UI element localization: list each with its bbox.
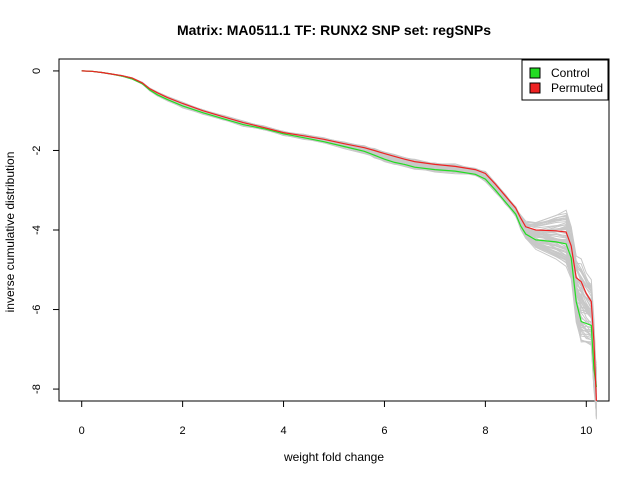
permutation-line (81, 70, 597, 416)
y-axis: 0 -2 -4 -6 -8 (31, 68, 60, 394)
legend-swatch-control (529, 67, 541, 79)
permutation-line (81, 70, 597, 390)
y-axis-label: inverse cumulative distribution (3, 152, 17, 313)
x-tick-label: 2 (180, 425, 186, 437)
permutation-line (81, 70, 597, 414)
x-tick-label: 0 (79, 425, 85, 437)
permutation-line (81, 70, 597, 399)
legend-swatch-permuted (529, 82, 541, 94)
permutation-line (81, 70, 597, 409)
series-lines (81, 70, 597, 402)
series-line-permuted (81, 70, 597, 402)
permutation-line (81, 70, 597, 410)
permutation-line (81, 70, 597, 415)
permutation-line (81, 70, 597, 400)
permutation-lines (81, 70, 597, 420)
permutation-line (81, 70, 597, 396)
permutation-line (81, 70, 597, 410)
permutation-line (81, 70, 597, 402)
permutation-line (81, 70, 597, 416)
permutation-line (81, 70, 597, 389)
permutation-line (81, 70, 597, 413)
permutation-line (81, 70, 597, 414)
y-tick-label: -2 (31, 146, 43, 156)
permutation-line (81, 70, 597, 399)
permutation-line (81, 70, 597, 418)
permutation-line (81, 70, 597, 409)
permutation-line (81, 70, 597, 417)
x-tick-label: 10 (580, 425, 592, 437)
permutation-line (81, 70, 597, 414)
x-axis: 0 2 4 6 8 10 (79, 400, 592, 437)
chart-title: Matrix: MA0511.1 TF: RUNX2 SNP set: regS… (177, 22, 491, 38)
y-tick-label: -6 (31, 305, 43, 315)
permutation-line (81, 70, 597, 420)
x-tick-label: 6 (381, 425, 387, 437)
permutation-line (81, 70, 597, 414)
permutation-line (81, 70, 597, 398)
y-tick-label: -8 (31, 384, 43, 394)
permutation-line (81, 70, 597, 406)
series-line-control (81, 70, 597, 388)
permutation-line (81, 70, 597, 398)
y-tick-label: 0 (31, 68, 43, 74)
permutation-line (81, 70, 597, 384)
permutation-line (81, 70, 597, 392)
permutation-line (81, 70, 597, 391)
permutation-line (81, 70, 597, 396)
x-axis-label: weight fold change (283, 450, 384, 464)
legend: Control Permuted (521, 59, 609, 101)
permutation-line (81, 70, 597, 392)
x-tick-label: 4 (280, 425, 286, 437)
legend-label-permuted: Permuted (551, 81, 603, 95)
permutation-line (81, 70, 597, 417)
permutation-line (81, 70, 597, 405)
permutation-line (81, 70, 597, 396)
permutation-line (81, 70, 597, 405)
x-tick-label: 8 (482, 425, 488, 437)
permutation-line (81, 70, 597, 389)
permutation-line (81, 70, 597, 390)
permutation-line (81, 70, 597, 392)
permutation-line (81, 70, 597, 393)
permutation-line (81, 70, 597, 401)
permutation-line (81, 70, 597, 396)
y-tick-label: -4 (31, 225, 43, 235)
permutation-line (81, 70, 597, 400)
permutation-line (81, 70, 597, 391)
permutation-line (81, 70, 597, 409)
permutation-line (81, 70, 597, 390)
permutation-line (81, 70, 597, 392)
permutation-line (81, 70, 597, 385)
permutation-line (81, 70, 597, 413)
legend-label-control: Control (551, 66, 590, 80)
